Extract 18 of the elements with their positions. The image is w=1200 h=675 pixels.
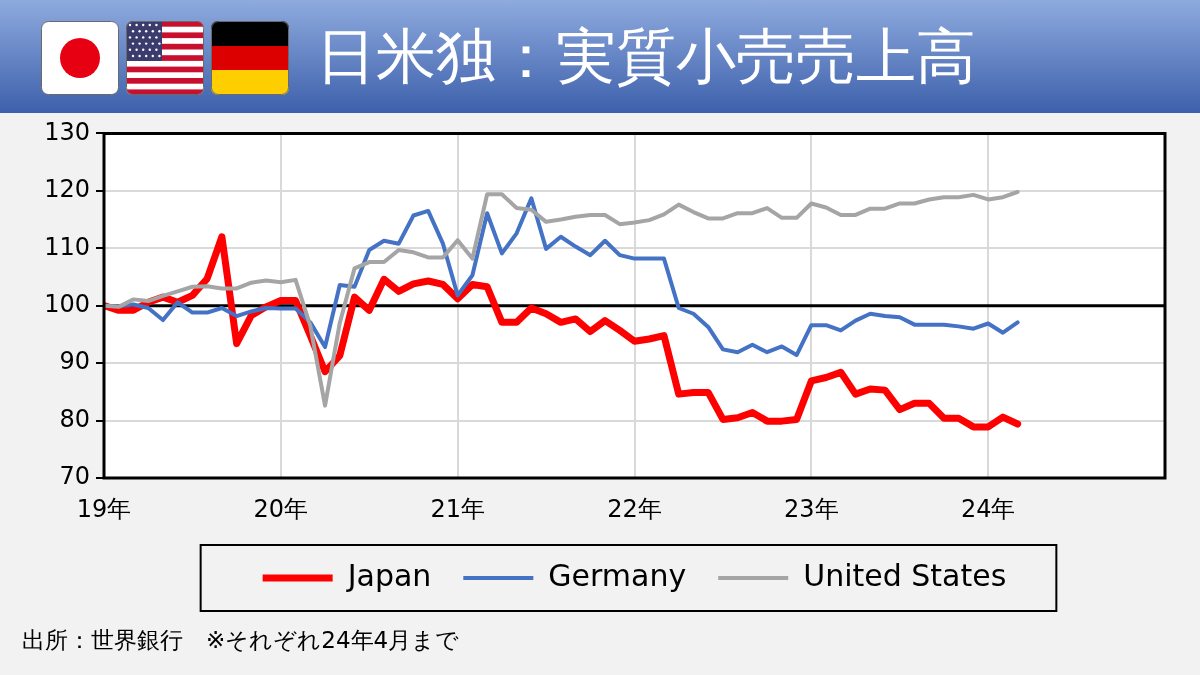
y-tick-label: 70 <box>59 462 90 491</box>
y-tick-label: 100 <box>44 289 90 318</box>
x-tick-label: 21年 <box>430 494 485 523</box>
legend-label: Japan <box>345 557 432 593</box>
legend-label: Germany <box>548 557 687 593</box>
y-tick-label: 130 <box>44 117 90 146</box>
chart-title: 日米独：実質小売売上高 <box>316 20 976 93</box>
x-tick-label: 22年 <box>607 494 662 523</box>
text: 出所：世界銀行 ※それぞれ24年4月まで <box>22 626 460 655</box>
y-tick-label: 90 <box>59 347 90 376</box>
y-tick-label: 120 <box>44 175 90 204</box>
y-tick-label: 80 <box>59 404 90 433</box>
legend-label: United States <box>803 557 1007 593</box>
x-tick-label: 24年 <box>960 494 1016 523</box>
x-tick-label: 20年 <box>253 494 309 523</box>
x-tick-label: 23年 <box>784 494 839 523</box>
x-tick-label: 19年 <box>76 494 132 523</box>
y-tick-label: 110 <box>44 232 90 261</box>
